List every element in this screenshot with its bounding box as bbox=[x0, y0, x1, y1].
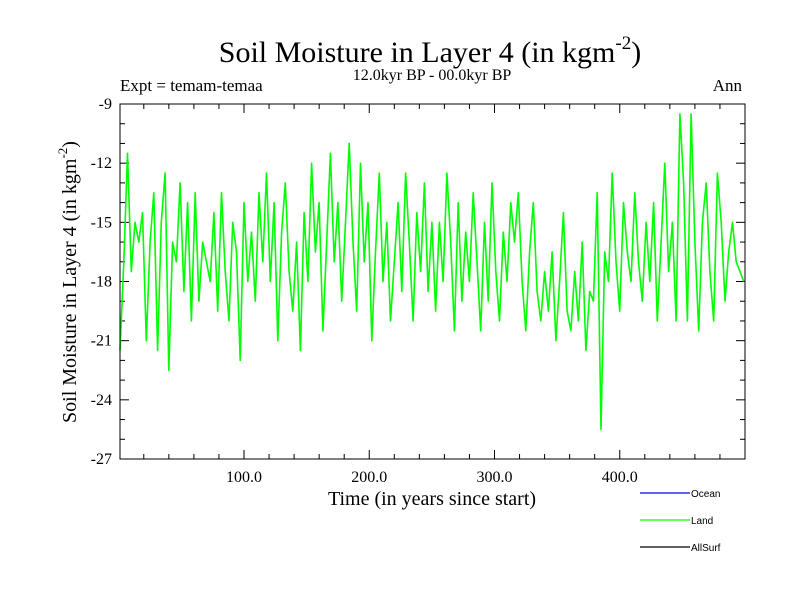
season-label: Ann bbox=[713, 76, 743, 95]
plot-frame bbox=[119, 103, 746, 460]
y-axis-label: Soil Moisture in Layer 4 (in kgm-2) bbox=[55, 141, 81, 423]
chart-title-text: Soil Moisture in Layer 4 (in kgm bbox=[219, 36, 616, 69]
legend-label-allsurf: AllSurf bbox=[691, 543, 721, 554]
y-tick-label: -9 bbox=[99, 96, 112, 113]
y-tick-label: -21 bbox=[91, 333, 112, 350]
chart-title-superscript: -2 bbox=[615, 33, 631, 54]
x-tick-label: 300.0 bbox=[476, 469, 512, 486]
y-tick-label: -18 bbox=[91, 274, 112, 291]
y-axis-label-close: ) bbox=[59, 141, 81, 148]
y-tick-label: -15 bbox=[91, 214, 112, 231]
tick-layer: -9 -12 -15 -18 -21 -24 -27 100.0 200.0 300.0 400.0 bbox=[91, 96, 745, 486]
x-tick-label: 100.0 bbox=[226, 469, 262, 486]
y-tick-label: -24 bbox=[91, 392, 112, 409]
y-axis-label-text: Soil Moisture in Layer 4 (in kgm bbox=[59, 158, 81, 423]
chart-title: Soil Moisture in Layer 4 (in kgm-2) bbox=[219, 33, 641, 69]
legend-label-land: Land bbox=[691, 516, 713, 527]
chart-title-close: ) bbox=[631, 36, 641, 69]
legend-label-ocean: Ocean bbox=[691, 489, 720, 500]
series-layer bbox=[119, 113, 745, 431]
x-tick-label: 400.0 bbox=[602, 469, 638, 486]
chart-subtitle: 12.0kyr BP - 00.0kyr BP bbox=[353, 67, 512, 84]
y-axis-label-superscript: -2 bbox=[55, 148, 70, 159]
x-axis-label: Time (in years since start) bbox=[328, 488, 536, 510]
legend: Ocean Land AllSurf bbox=[640, 489, 721, 554]
y-tick-label: -12 bbox=[91, 155, 112, 172]
series-line-land bbox=[119, 113, 745, 431]
y-tick-label: -27 bbox=[91, 451, 112, 468]
x-tick-label: 200.0 bbox=[351, 469, 387, 486]
experiment-label: Expt = temam-temaa bbox=[120, 76, 263, 95]
